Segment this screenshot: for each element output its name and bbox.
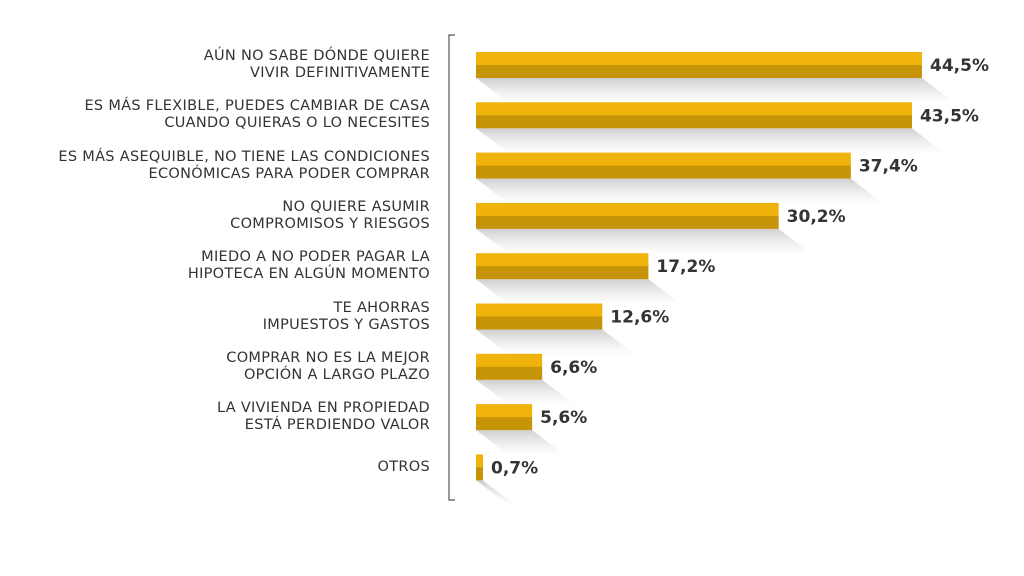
category-label: LA VIVIENDA EN PROPIEDAD ESTÁ PERDIENDO … <box>216 400 430 434</box>
bar <box>476 303 603 330</box>
value-label: 30,2% <box>787 207 846 227</box>
bar-shadow <box>476 78 956 104</box>
bar-shade <box>476 115 912 129</box>
value-label: 37,4% <box>859 157 918 177</box>
value-label: 0,7% <box>491 458 538 478</box>
bar-shade <box>476 366 543 380</box>
bar-shadow <box>476 329 637 356</box>
category-label: NO QUIERE ASUMIR COMPROMISOS Y RIESGOS <box>230 198 430 232</box>
bar-shadow <box>476 128 946 155</box>
bar-shade <box>476 417 533 431</box>
category-label: OTROS <box>377 458 430 475</box>
value-label: 6,6% <box>550 358 597 378</box>
category-label: AÚN NO SABE DÓNDE QUIERE VIVIR DEFINITIV… <box>203 48 430 81</box>
bar-shadow <box>476 178 885 205</box>
category-label: COMPRAR NO ES LA MEJOR OPCIÓN A LARGO PL… <box>226 349 430 383</box>
value-label: 5,6% <box>540 408 587 428</box>
value-label: 12,6% <box>610 308 669 328</box>
bar <box>476 353 543 380</box>
category-label: MIEDO A NO PODER PAGAR LA HIPOTECA EN AL… <box>187 249 430 283</box>
bar <box>476 404 533 431</box>
value-label: 43,5% <box>920 106 979 126</box>
bar-shade <box>476 165 851 179</box>
bar-shade <box>476 215 779 229</box>
bar-shade <box>476 266 649 280</box>
bar <box>476 202 779 229</box>
bar <box>476 102 912 129</box>
category-label: TE AHORRAS IMPUESTOS Y GASTOS <box>262 299 430 333</box>
bar <box>476 253 649 280</box>
bar-shadow <box>476 279 683 306</box>
bar <box>476 454 484 481</box>
bar-shade <box>476 316 603 330</box>
bar-shadow <box>476 228 813 255</box>
bar-shadow <box>476 480 518 507</box>
value-label: 17,2% <box>656 257 715 277</box>
bar-shade <box>476 65 922 78</box>
bar-shade <box>476 467 484 481</box>
bar-shadow <box>476 379 577 406</box>
category-label: ES MÁS ASEQUIBLE, NO TIENE LAS CONDICION… <box>58 148 430 182</box>
bracket <box>448 34 455 501</box>
bar <box>476 52 922 78</box>
category-label: ES MÁS FLEXIBLE, PUEDES CAMBIAR DE CASA … <box>84 98 430 132</box>
value-label: 44,5% <box>930 56 989 76</box>
bar-shadow <box>476 430 567 457</box>
bar <box>476 152 851 179</box>
